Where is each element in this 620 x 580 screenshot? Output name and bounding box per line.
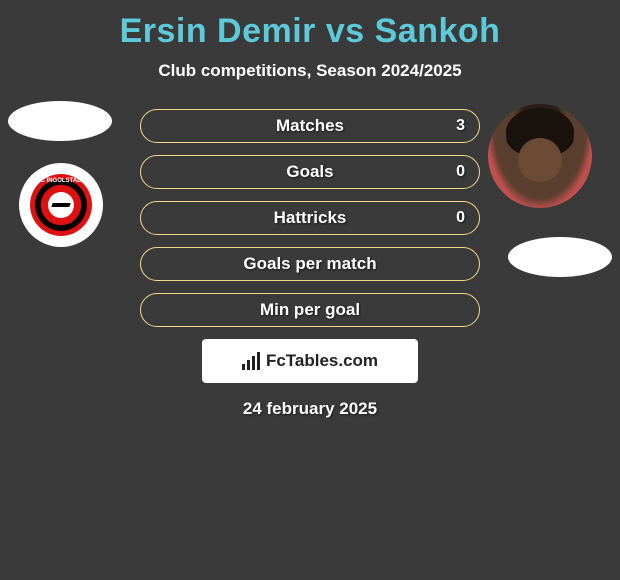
stat-value-right: 3 bbox=[456, 117, 465, 135]
bars-chart-icon bbox=[242, 352, 260, 370]
badge-top-text: FC INGOLSTADT bbox=[37, 178, 85, 184]
player-right-photo bbox=[488, 104, 592, 208]
club-badge-left: FC INGOLSTADT bbox=[19, 163, 103, 247]
stat-rows: Matches 3 Goals 0 Hattricks 0 Goals per … bbox=[140, 109, 480, 327]
stat-row-goals-per-match: Goals per match bbox=[140, 247, 480, 281]
page-subtitle: Club competitions, Season 2024/2025 bbox=[0, 61, 620, 81]
stat-label: Goals per match bbox=[243, 254, 376, 274]
stat-row-matches: Matches 3 bbox=[140, 109, 480, 143]
player-right-club-placeholder bbox=[508, 237, 612, 277]
page-title: Ersin Demir vs Sankoh bbox=[0, 0, 620, 51]
comparison-area: FC INGOLSTADT Matches 3 Goals 0 Hattrick… bbox=[0, 109, 620, 419]
stat-label: Goals bbox=[286, 162, 333, 182]
stat-label: Matches bbox=[276, 116, 344, 136]
fc-ingolstadt-badge-icon: FC INGOLSTADT bbox=[30, 174, 92, 236]
stat-value-right: 0 bbox=[456, 209, 465, 227]
attribution-badge: FcTables.com bbox=[202, 339, 418, 383]
stat-label: Min per goal bbox=[260, 300, 360, 320]
player-left-photo-placeholder bbox=[8, 101, 112, 141]
stat-row-goals: Goals 0 bbox=[140, 155, 480, 189]
footer-date: 24 february 2025 bbox=[0, 399, 620, 419]
stat-row-min-per-goal: Min per goal bbox=[140, 293, 480, 327]
stat-row-hattricks: Hattricks 0 bbox=[140, 201, 480, 235]
stat-label: Hattricks bbox=[274, 208, 347, 228]
attribution-label: FcTables.com bbox=[266, 351, 378, 371]
stat-value-right: 0 bbox=[456, 163, 465, 181]
